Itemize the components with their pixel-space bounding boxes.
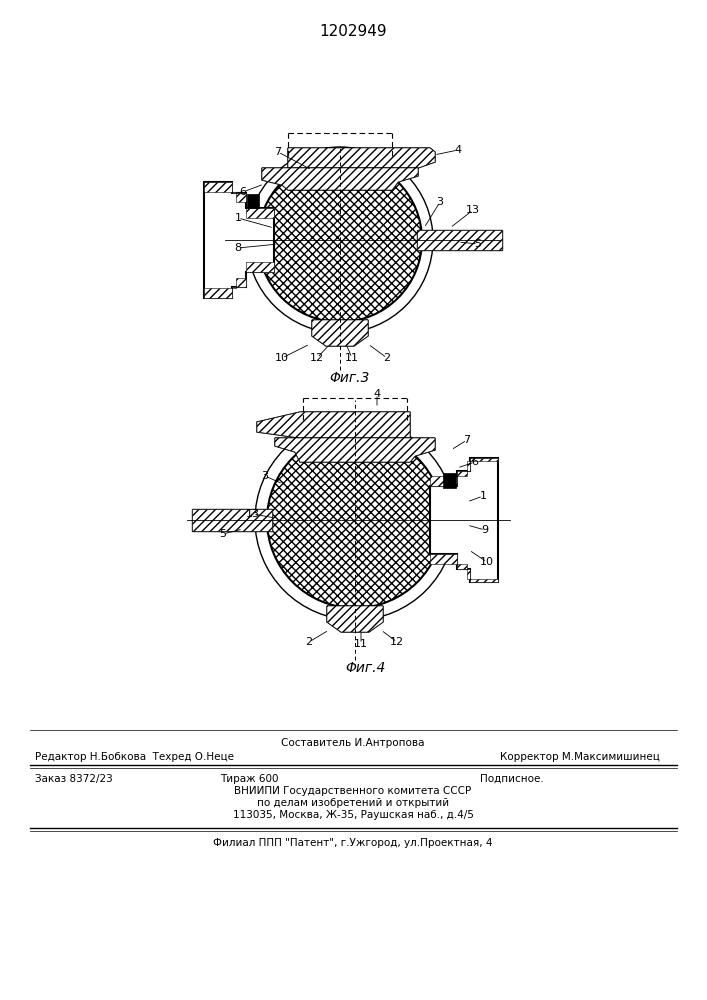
Polygon shape	[257, 412, 410, 438]
Polygon shape	[288, 148, 435, 168]
Polygon shape	[312, 320, 368, 346]
Polygon shape	[327, 606, 383, 632]
Text: 7: 7	[463, 435, 471, 445]
Polygon shape	[204, 262, 274, 298]
Polygon shape	[417, 230, 502, 250]
Text: 3: 3	[436, 197, 443, 207]
Polygon shape	[417, 230, 502, 250]
Text: Φиг.3: Φиг.3	[329, 371, 370, 385]
Text: 1: 1	[235, 213, 242, 223]
Text: 10: 10	[275, 353, 289, 363]
Text: Редактор Н.Бобкова  Техред О.Неце: Редактор Н.Бобкова Техред О.Неце	[35, 752, 234, 762]
Text: 12: 12	[390, 637, 404, 647]
Text: Корректор М.Максимишинец: Корректор М.Максимишинец	[500, 752, 660, 762]
Polygon shape	[275, 438, 435, 462]
Polygon shape	[443, 473, 456, 488]
Polygon shape	[262, 168, 418, 190]
Text: Тираж 600: Тираж 600	[220, 774, 279, 784]
Text: 1: 1	[479, 491, 486, 501]
Text: 5: 5	[219, 529, 226, 539]
Polygon shape	[204, 182, 274, 298]
Text: ВНИИПИ Государственного комитета СССР: ВНИИПИ Государственного комитета СССР	[235, 786, 472, 796]
Text: 1202949: 1202949	[319, 24, 387, 39]
Polygon shape	[247, 194, 259, 208]
Polygon shape	[192, 509, 272, 531]
Text: Заказ 8372/23: Заказ 8372/23	[35, 774, 112, 784]
Text: 113035, Москва, Ж-35, Раушская наб., д.4/5: 113035, Москва, Ж-35, Раушская наб., д.4…	[233, 810, 474, 820]
Text: Составитель И.Антропова: Составитель И.Антропова	[281, 738, 425, 748]
Polygon shape	[262, 168, 418, 190]
Text: 7: 7	[274, 147, 281, 157]
Text: 2: 2	[383, 353, 390, 363]
Text: 11: 11	[345, 353, 359, 363]
Text: по делам изобретений и открытий: по делам изобретений и открытий	[257, 798, 449, 808]
Text: Подписное.: Подписное.	[480, 774, 544, 784]
Polygon shape	[312, 320, 368, 346]
Text: 6: 6	[472, 457, 479, 467]
Text: 4: 4	[373, 389, 380, 399]
Polygon shape	[430, 458, 498, 582]
Polygon shape	[327, 606, 383, 632]
Text: 9: 9	[481, 525, 489, 535]
Text: 3: 3	[262, 471, 269, 481]
Text: Φиг.4: Φиг.4	[345, 661, 385, 675]
Text: 2: 2	[305, 637, 312, 647]
Circle shape	[258, 158, 422, 322]
Text: 10: 10	[480, 557, 494, 567]
Polygon shape	[192, 509, 272, 531]
Text: Филиал ППП "Патент", г.Ужгород, ул.Проектная, 4: Филиал ППП "Патент", г.Ужгород, ул.Проек…	[214, 838, 493, 848]
Polygon shape	[430, 554, 498, 582]
Polygon shape	[204, 182, 274, 218]
Circle shape	[267, 432, 443, 608]
Polygon shape	[275, 438, 435, 462]
Text: 6: 6	[240, 187, 247, 197]
Text: 13: 13	[466, 205, 480, 215]
Polygon shape	[430, 458, 498, 486]
Text: 11: 11	[354, 639, 368, 649]
Text: 4: 4	[455, 145, 462, 155]
Text: 5: 5	[474, 239, 481, 249]
Text: 8: 8	[235, 243, 242, 253]
Polygon shape	[257, 412, 410, 438]
Text: 12: 12	[310, 353, 324, 363]
Polygon shape	[288, 148, 435, 168]
Text: 13: 13	[246, 509, 260, 519]
